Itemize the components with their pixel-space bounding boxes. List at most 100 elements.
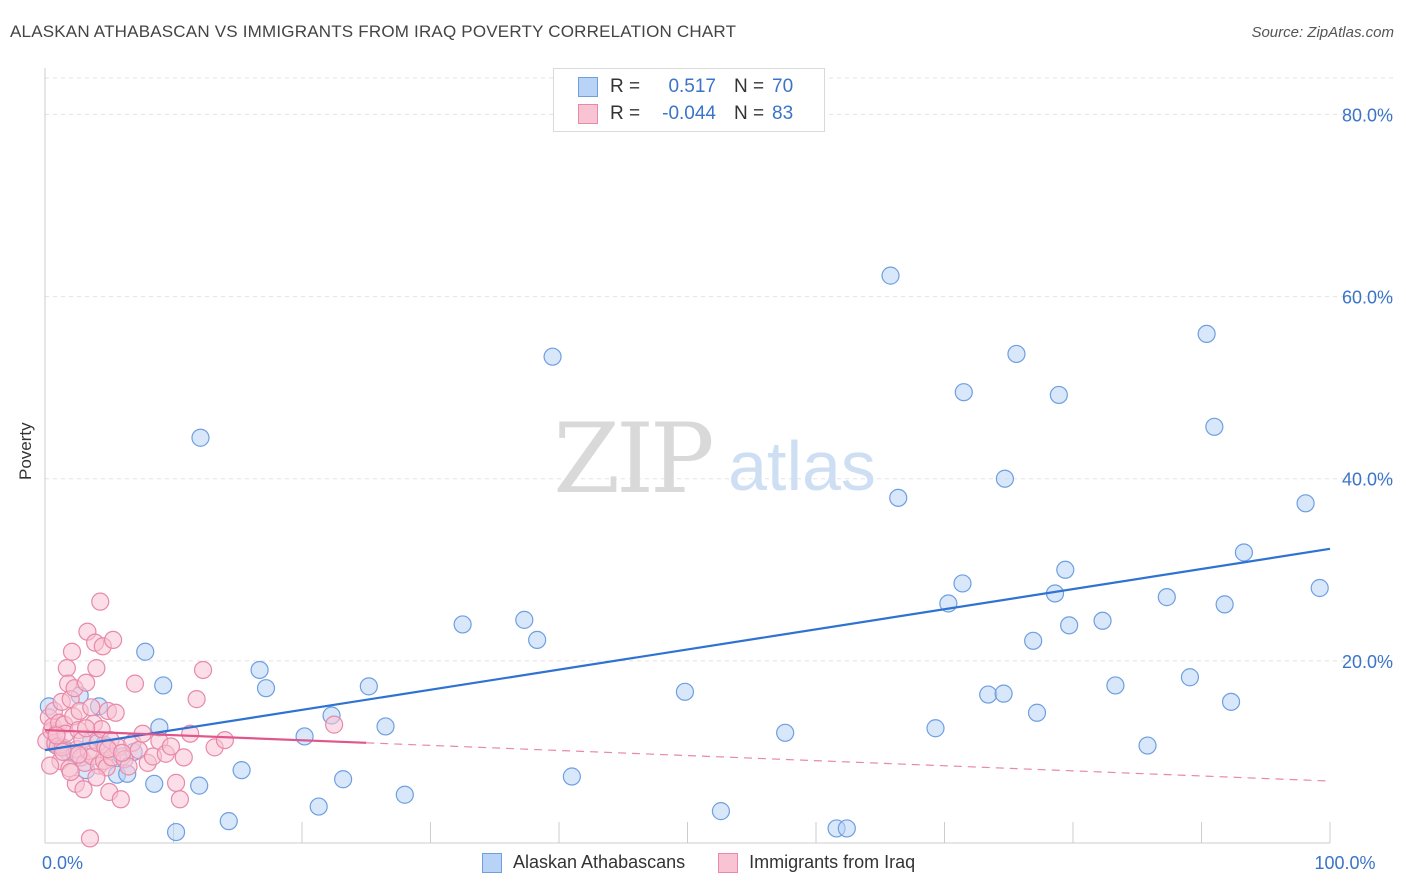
legend-r-label: R = <box>610 103 641 124</box>
tick-labels: 20.0% 40.0% 60.0% 80.0% 0.0% 100.0% <box>42 105 1393 873</box>
point-athabascan <box>995 469 1014 488</box>
y-tick-label: 20.0% <box>1342 652 1393 672</box>
point-athabascan <box>453 615 472 634</box>
point-iraq <box>166 773 186 792</box>
point-iraq <box>187 690 206 709</box>
x-tick-label: 100.0% <box>1314 853 1375 873</box>
point-athabascan <box>166 822 186 842</box>
point-athabascan <box>395 785 414 804</box>
point-iraq <box>111 790 130 809</box>
point-athabascan <box>1234 543 1254 562</box>
point-iraq <box>77 719 96 738</box>
point-athabascan <box>250 660 269 680</box>
point-iraq <box>181 724 200 743</box>
point-athabascan <box>1138 736 1157 755</box>
point-athabascan <box>1221 692 1241 711</box>
legend-r-label: R = <box>610 76 641 97</box>
point-iraq <box>57 659 76 678</box>
legend-n-value: 70 <box>772 76 794 97</box>
point-iraq <box>174 748 193 767</box>
point-athabascan <box>675 682 695 701</box>
point-athabascan <box>1296 494 1315 513</box>
axes <box>44 68 1331 844</box>
x-tick-label: 0.0% <box>42 853 83 873</box>
point-athabascan <box>191 428 210 447</box>
point-athabascan <box>954 383 973 402</box>
watermark-atlas: atlas <box>728 427 876 505</box>
point-athabascan <box>1093 611 1112 630</box>
point-iraq <box>69 745 88 764</box>
point-iraq <box>61 762 80 782</box>
legend-n-label: N = <box>734 103 765 124</box>
point-athabascan <box>232 761 251 780</box>
correlation-legend: R = 0.517 N = 70 R = -0.044 N = 83 <box>553 68 825 132</box>
point-iraq <box>106 703 125 722</box>
legend-r-value: -0.044 <box>662 103 716 124</box>
point-athabascan <box>1049 385 1068 405</box>
point-athabascan <box>1024 631 1043 650</box>
point-athabascan <box>376 717 395 736</box>
series-swatch-blue <box>482 852 502 873</box>
point-athabascan <box>543 347 562 366</box>
point-athabascan <box>1205 417 1224 436</box>
series-legend-iraq[interactable]: Immigrants from Iraq <box>718 852 915 873</box>
series-label: Alaskan Athabascans <box>513 852 686 872</box>
grid-lines <box>45 77 1395 662</box>
point-athabascan <box>711 802 731 821</box>
point-iraq <box>325 715 344 734</box>
series-legend: Alaskan Athabascans Immigrants from Iraq <box>482 852 948 873</box>
watermark: ZIP atlas <box>553 403 876 515</box>
point-athabascan <box>953 574 972 593</box>
point-iraq <box>62 642 82 661</box>
point-athabascan <box>219 812 238 831</box>
point-athabascan <box>145 774 164 793</box>
data-points <box>37 266 1329 848</box>
point-iraq <box>87 768 106 787</box>
point-iraq <box>125 674 145 693</box>
point-iraq <box>91 592 110 611</box>
point-athabascan <box>1197 324 1216 344</box>
point-athabascan <box>1180 668 1200 687</box>
chart-title: ALASKAN ATHABASCAN VS IMMIGRANTS FROM IR… <box>10 22 737 41</box>
point-athabascan <box>528 630 547 650</box>
point-iraq <box>193 660 213 680</box>
point-athabascan <box>334 770 353 789</box>
trend-lines <box>44 547 1331 782</box>
trendline-iraq-solid <box>44 728 367 744</box>
point-athabascan <box>562 767 581 786</box>
point-iraq <box>112 743 132 762</box>
point-athabascan <box>309 797 328 816</box>
y-tick-label: 60.0% <box>1342 288 1393 308</box>
series-swatch-pink <box>718 852 739 873</box>
legend-swatch-pink <box>578 104 598 124</box>
point-athabascan <box>1310 578 1329 598</box>
point-iraq <box>80 829 100 848</box>
point-iraq <box>74 780 93 799</box>
legend-n-label: N = <box>734 76 765 97</box>
point-athabascan <box>136 642 155 661</box>
point-athabascan <box>881 266 900 285</box>
point-athabascan <box>926 719 945 738</box>
point-iraq <box>215 730 234 750</box>
point-athabascan <box>1157 588 1176 607</box>
point-athabascan <box>889 488 908 507</box>
point-athabascan <box>776 723 795 742</box>
watermark-zip: ZIP <box>553 403 712 515</box>
series-legend-athabascans[interactable]: Alaskan Athabascans <box>482 852 685 873</box>
point-athabascan <box>515 610 534 629</box>
point-athabascan <box>154 676 173 695</box>
y-tick-label: 80.0% <box>1342 105 1393 125</box>
legend-row-iraq: R = -0.044 N = 83 <box>578 102 793 126</box>
legend-r-value: 0.517 <box>668 76 716 97</box>
point-athabascan <box>979 685 998 704</box>
point-athabascan <box>994 684 1013 703</box>
point-athabascan <box>1056 560 1075 579</box>
point-athabascan <box>295 727 314 746</box>
legend-n-value: 83 <box>772 103 794 124</box>
point-athabascan <box>1060 616 1079 635</box>
point-athabascan <box>256 679 276 698</box>
point-athabascan <box>190 776 209 795</box>
chart-source: Source: ZipAtlas.com <box>1251 24 1394 41</box>
point-athabascan <box>1106 676 1125 695</box>
